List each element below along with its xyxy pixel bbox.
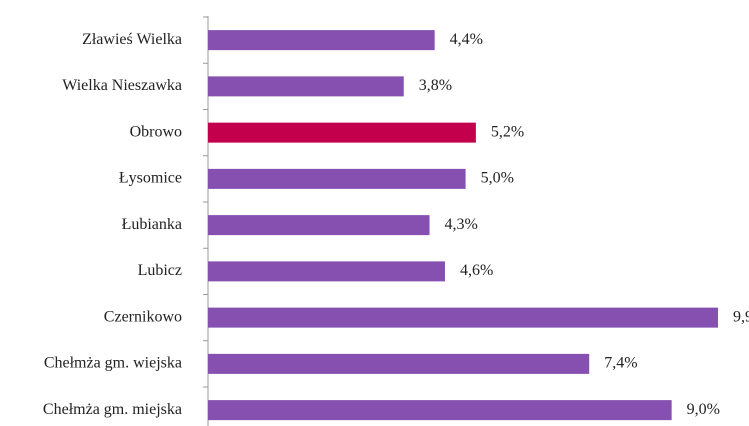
value-label: 4,4% — [450, 31, 483, 48]
value-label: 3,8% — [419, 77, 452, 94]
bar — [208, 353, 590, 374]
bar — [208, 261, 445, 282]
category-label: Chełmża gm. miejska — [43, 401, 182, 418]
value-label: 5,2% — [491, 123, 524, 140]
bar — [208, 30, 435, 51]
bar — [208, 76, 404, 97]
value-label: 4,3% — [445, 216, 478, 233]
category-label: Chełmża gm. wiejska — [44, 355, 182, 372]
value-label: 4,6% — [460, 262, 493, 279]
value-label: 9,9% — [733, 308, 749, 325]
category-label: Obrowo — [130, 123, 182, 140]
category-label: Lubicz — [138, 262, 182, 279]
bar — [208, 168, 466, 189]
category-label: Łysomice — [119, 170, 182, 187]
category-label: Wielka Nieszawka — [62, 77, 182, 94]
value-label: 5,0% — [481, 170, 514, 187]
bar — [208, 400, 672, 421]
category-label: Zławieś Wielka — [82, 31, 182, 48]
bar — [208, 122, 476, 143]
category-label: Czernikowo — [104, 308, 182, 325]
value-label: 9,0% — [687, 401, 720, 418]
bar — [208, 215, 430, 236]
bar — [208, 307, 718, 328]
value-label: 7,4% — [604, 355, 637, 372]
category-label: Łubianka — [122, 216, 182, 233]
